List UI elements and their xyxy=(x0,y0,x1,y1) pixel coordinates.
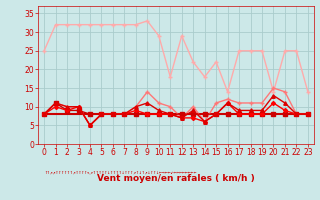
Text: ↑↑↗↗↑↑↑↑↑↑↗↑↑↑↑↖↗↑↑↑↑↑↓↑↑↑↑↓↑↑↑↗↑↓↑↗↓↑↑↓←→←←↙←←←←←←←←: ↑↑↗↗↑↑↑↑↑↑↗↑↑↑↑↖↗↑↑↑↑↑↓↑↑↑↑↓↑↑↑↗↑↓↑↗↓↑↑↓… xyxy=(44,170,196,175)
X-axis label: Vent moyen/en rafales ( km/h ): Vent moyen/en rafales ( km/h ) xyxy=(97,174,255,183)
